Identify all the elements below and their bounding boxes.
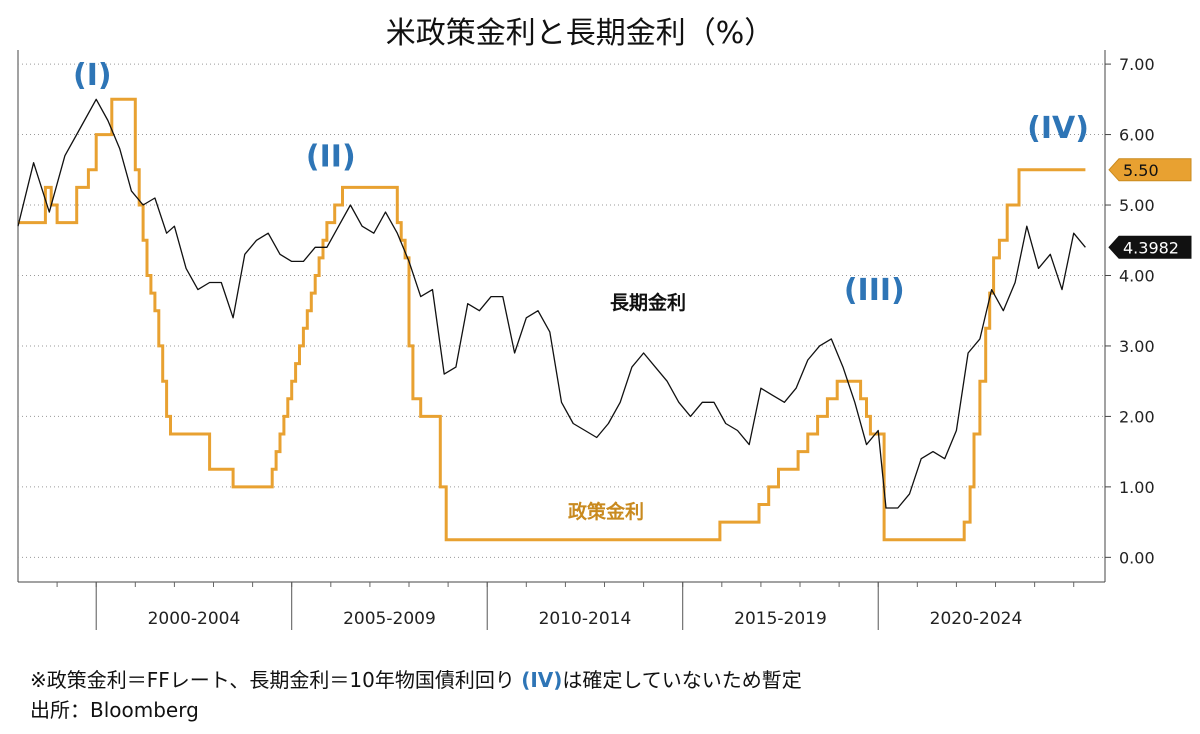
long-rate-last-value-label: 4.3982 [1123,238,1179,257]
policy-rate-line [18,97,1086,542]
policy-rate-series-label: 政策金利 [568,500,644,523]
y-tick-label: 6.00 [1119,126,1155,145]
x-period-label: 2010-2014 [539,609,632,629]
phase-label: (I) [73,58,112,93]
y-tick-label: 1.00 [1119,478,1155,497]
footnote-definition-text: ※政策金利＝FFレート、長期金利＝10年物国債利回り [30,668,522,692]
y-tick-label: 2.00 [1119,407,1155,426]
x-period-label: 2005-2009 [343,609,436,629]
phase-label: (IV) [1027,111,1089,146]
footnote-definition: ※政策金利＝FFレート、長期金利＝10年物国債利回り (IV)は確定していないた… [30,664,802,693]
phase-label: (III) [844,273,905,308]
long-rate-last-value-box [1108,235,1192,259]
y-tick-label: 7.00 [1119,55,1155,74]
x-period-label: 2015-2019 [734,609,827,629]
x-period-label: 2020-2024 [930,609,1023,629]
x-period-label: 2000-2004 [148,609,241,629]
footnote-source: 出所：Bloomberg [30,698,199,722]
y-tick-label: 3.00 [1119,337,1155,356]
footnote-provisional-text: は確定していないため暫定 [562,668,802,692]
policy-rate-last-value-box [1108,158,1192,182]
phase-label: (II) [306,139,356,174]
y-tick-label: 0.00 [1119,548,1155,567]
policy-rate-last-value-label: 5.50 [1123,161,1159,180]
footnote-phase-iv: (IV) [521,668,563,692]
long-rate-series-label: 長期金利 [610,291,686,314]
chart-title: 米政策金利と長期金利（%） [385,16,775,51]
rate-chart: 7.00 6.00 5.00 4.00 3.00 2.00 1.00 0.00 2000-200… [17,50,1192,630]
long-rate-line [17,98,1086,509]
y-tick-label: 5.00 [1119,196,1155,215]
y-tick-label: 4.00 [1119,266,1155,285]
